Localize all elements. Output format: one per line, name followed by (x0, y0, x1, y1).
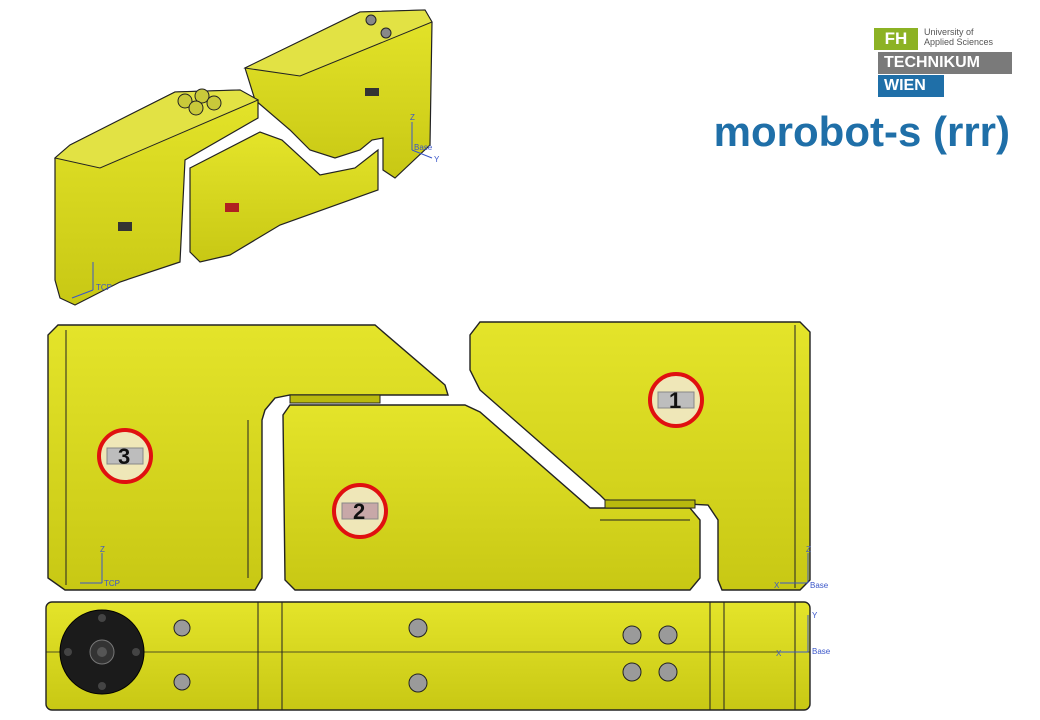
joint-badge-3: 3 (97, 428, 153, 484)
iso-axis-z-label: Z (410, 113, 415, 122)
iso-tcp-axes (71, 262, 94, 299)
joint-1-label: 1 (669, 388, 681, 413)
side-base-z-label: Z (806, 545, 811, 554)
side-base-x-label: X (774, 581, 780, 590)
iso-tcp-label: TCP (96, 283, 112, 292)
side-link-1 (469, 321, 811, 591)
iso-base-label: Base (414, 143, 433, 152)
logo-technikum: TECHNIKUM (878, 52, 1012, 74)
top-view: Y X Base (45, 601, 831, 711)
side-tcp-z-label: Z (100, 545, 105, 554)
logo-subtitle: University of Applied Sciences (924, 27, 1014, 47)
joint-badge-2: 2 (332, 483, 388, 539)
iso-link-2 (189, 131, 379, 263)
fh-technikum-wien-logo: FH University of Applied Sciences TECHNI… (874, 24, 1014, 98)
servo-horn (59, 609, 145, 695)
top-base-y-label: Y (812, 611, 818, 620)
joint-2-label: 2 (353, 499, 365, 524)
side-view: 1 3 2 Z TCP Z X Base (47, 321, 829, 591)
joint-3-label: 3 (118, 444, 130, 469)
screws (173, 618, 678, 693)
side-tcp-label: TCP (104, 579, 120, 588)
side-link-2 (282, 404, 701, 591)
top-base-x-label: X (776, 649, 782, 658)
top-base-label: Base (812, 647, 831, 656)
page-title: morobot-s (rrr) (713, 108, 1010, 155)
logo-subtitle-line2: Applied Sciences (924, 37, 994, 47)
side-base-label: Base (810, 581, 829, 590)
logo-subtitle-line1: University of (924, 27, 974, 37)
joint-badge-1: 1 (648, 372, 704, 428)
logo-wien: WIEN (878, 75, 944, 97)
top-body (45, 601, 811, 711)
isometric-view: Z Y Base TCP (53, 9, 440, 306)
iso-axis-y-label: Y (434, 155, 440, 164)
iso-base-axes (411, 122, 433, 159)
logo-fh: FH (874, 28, 918, 50)
